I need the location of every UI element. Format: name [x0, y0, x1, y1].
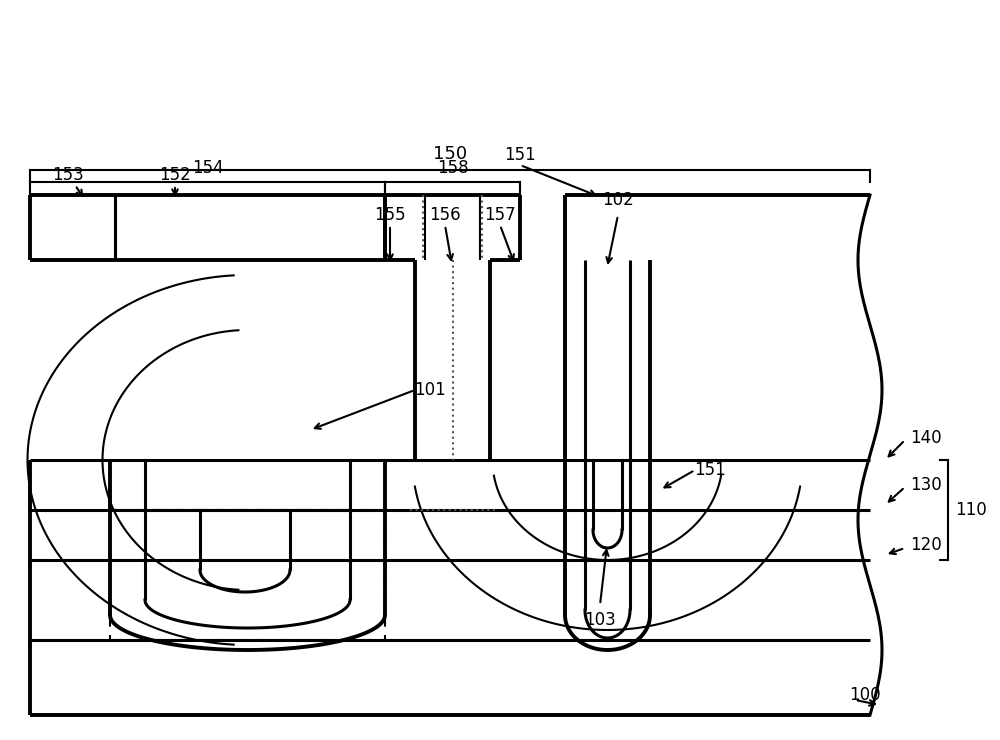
Text: 155: 155 — [374, 206, 406, 224]
Text: 100: 100 — [849, 686, 881, 704]
Text: 158: 158 — [437, 159, 468, 177]
Text: 103: 103 — [584, 611, 616, 629]
Text: 110: 110 — [955, 501, 987, 519]
Text: 152: 152 — [159, 166, 191, 184]
Text: 130: 130 — [910, 476, 942, 494]
Text: 120: 120 — [910, 536, 942, 554]
Text: 140: 140 — [910, 429, 942, 447]
Text: 157: 157 — [484, 206, 516, 224]
Text: 156: 156 — [429, 206, 461, 224]
Text: 101: 101 — [414, 381, 446, 399]
Text: 150: 150 — [433, 145, 467, 163]
Text: 151: 151 — [504, 146, 536, 164]
Text: 154: 154 — [192, 159, 223, 177]
Text: 102: 102 — [602, 191, 634, 209]
Text: 151: 151 — [694, 461, 726, 479]
Text: 153: 153 — [52, 166, 84, 184]
